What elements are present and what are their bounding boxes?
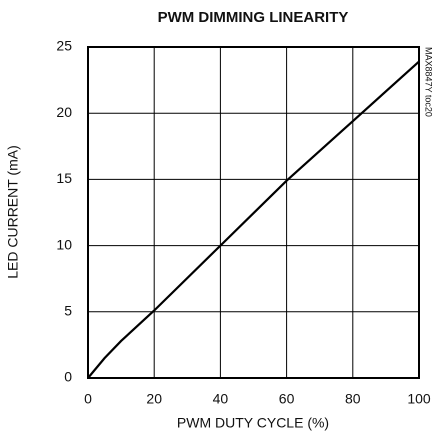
y-tick-label: 15 [56, 170, 72, 186]
y-tick-label: 5 [64, 303, 72, 319]
y-axis-label: LED CURRENT (mA) [5, 145, 21, 279]
x-tick-label: 0 [84, 391, 92, 407]
y-tick-label: 0 [64, 369, 72, 385]
y-tick-label: 25 [56, 38, 72, 54]
annotation: MAX8847Y toc20 [424, 47, 434, 117]
data-line [87, 60, 420, 379]
x-tick-label: 40 [213, 391, 229, 407]
chart-title: PWM DIMMING LINEARITY [158, 9, 349, 26]
y-tick-label: 20 [56, 104, 72, 120]
x-tick-label: 60 [279, 391, 295, 407]
x-tick-label: 100 [407, 391, 431, 407]
plot-frame [87, 46, 420, 379]
y-tick-label: 10 [56, 236, 72, 252]
x-axis-label: PWM DUTY CYCLE (%) [177, 415, 329, 431]
x-tick-label: 80 [345, 391, 361, 407]
x-tick-label: 20 [146, 391, 162, 407]
